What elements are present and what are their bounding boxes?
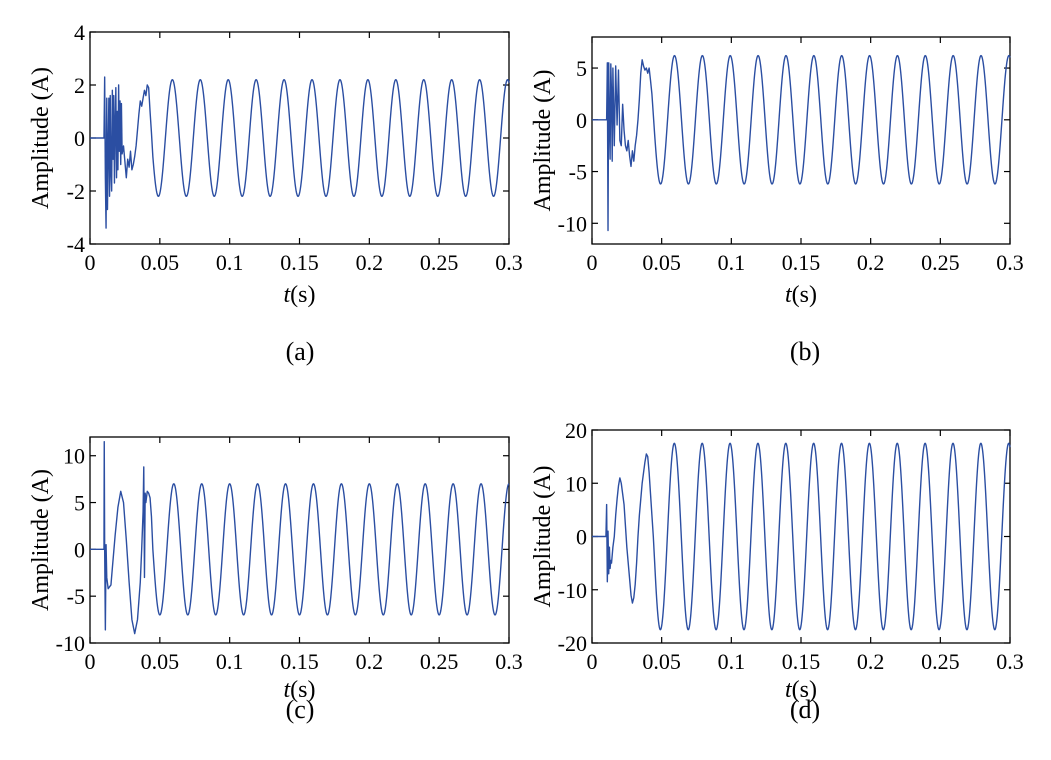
x-tick-label: 0.3 xyxy=(996,250,1024,275)
x-tick-label: 0 xyxy=(85,250,96,275)
x-axis-label: t(s) xyxy=(785,677,817,703)
x-tick-label: 0.05 xyxy=(141,250,180,275)
x-tick-label: 0.1 xyxy=(216,649,244,674)
x-axis-label-variable: t xyxy=(785,677,793,703)
y-axis-label: Amplitude (A) xyxy=(28,469,54,611)
x-tick-label: 0 xyxy=(587,250,598,275)
x-tick-label: 0.25 xyxy=(420,649,459,674)
x-axis-label-variable: t xyxy=(785,282,793,308)
panel-a: 0 0.05 0.1 0.15 0.2 0.25 0.3 -4 -2 0 2 4 Amplitude (… xyxy=(28,20,523,366)
series-line xyxy=(90,76,510,229)
y-tick-label: 0 xyxy=(576,525,587,550)
x-tick-label: 0.25 xyxy=(921,649,960,674)
x-tick-label: 0.3 xyxy=(996,649,1024,674)
y-tick-label: -10 xyxy=(558,578,587,603)
y-tick-label: -2 xyxy=(67,179,85,204)
x-tick-label: 0.2 xyxy=(356,250,384,275)
panel-c: 0 0.05 0.1 0.15 0.2 0.25 0.3 -10 -5 0 5 10 Amplitude… xyxy=(28,436,523,724)
panel-caption: (c) xyxy=(286,695,315,724)
y-tick-label: -4 xyxy=(67,232,85,257)
x-axis-label-variable: t xyxy=(284,282,292,308)
x-tick-label: 0 xyxy=(85,649,96,674)
y-axis-label: Amplitude (A) xyxy=(530,466,556,608)
x-tick-label: 0.2 xyxy=(857,250,885,275)
x-axis-label: t(s) xyxy=(785,282,817,308)
panel-caption: (b) xyxy=(790,337,820,366)
x-tick-label: 0.1 xyxy=(216,250,244,275)
y-tick-label: 5 xyxy=(74,491,85,516)
x-tick-label: 0.25 xyxy=(420,250,459,275)
x-tick-label: 0.15 xyxy=(280,250,319,275)
y-tick-label: 10 xyxy=(565,471,587,496)
x-axis-label-unit: (s) xyxy=(792,677,817,703)
x-tick-label: 0.05 xyxy=(642,250,681,275)
panel-caption: (a) xyxy=(286,337,315,366)
y-tick-label: -10 xyxy=(558,211,587,236)
x-tick-label: 0.25 xyxy=(921,250,960,275)
y-tick-label: 0 xyxy=(74,126,85,151)
x-tick-label: 0.15 xyxy=(782,250,821,275)
x-tick-label: 0.05 xyxy=(642,649,681,674)
x-tick-label: 0.15 xyxy=(782,649,821,674)
panel-caption: (d) xyxy=(790,695,820,724)
x-axis-label-unit: (s) xyxy=(290,282,315,308)
y-tick-label: 2 xyxy=(74,73,85,98)
y-tick-label: 4 xyxy=(74,20,85,45)
x-tick-label: 0.2 xyxy=(356,649,384,674)
panel-d: 0 0.05 0.1 0.15 0.2 0.25 0.3 -20 -10 0 10 20 Amplitu… xyxy=(530,418,1024,724)
series-line xyxy=(592,54,1011,232)
axes-frame xyxy=(89,31,510,245)
x-axis-label-unit: (s) xyxy=(792,282,817,308)
x-tick-label: 0.05 xyxy=(141,649,180,674)
y-tick-label: 0 xyxy=(576,108,587,133)
y-tick-label: 10 xyxy=(63,444,85,469)
x-tick-label: 0.3 xyxy=(495,649,523,674)
series-line xyxy=(90,440,510,635)
x-tick-label: 0.1 xyxy=(718,649,746,674)
x-axis-label-unit: (s) xyxy=(290,677,315,703)
y-axis-label: Amplitude (A) xyxy=(530,70,556,212)
x-tick-label: 0.2 xyxy=(857,649,885,674)
y-tick-label: -5 xyxy=(67,584,85,609)
y-tick-label: 5 xyxy=(576,56,587,81)
x-axis-label-variable: t xyxy=(284,677,292,703)
y-axis-label: Amplitude (A) xyxy=(28,67,54,209)
x-tick-label: 0.3 xyxy=(495,250,523,275)
x-tick-label: 0.15 xyxy=(280,649,319,674)
y-tick-label: -20 xyxy=(558,631,587,656)
series-line xyxy=(592,442,1011,631)
y-tick-label: -10 xyxy=(56,631,85,656)
y-tick-label: -5 xyxy=(569,160,587,185)
y-tick-label: 20 xyxy=(565,418,587,443)
panel-b: 0 0.05 0.1 0.15 0.2 0.25 0.3 -10 -5 0 5 Amplitude (… xyxy=(530,36,1024,366)
x-tick-label: 0.1 xyxy=(718,250,746,275)
y-tick-label: 0 xyxy=(74,537,85,562)
axes-frame xyxy=(591,429,1011,644)
x-tick-label: 0 xyxy=(587,649,598,674)
x-axis-label: t(s) xyxy=(284,282,316,308)
x-axis-label: t(s) xyxy=(284,677,316,703)
